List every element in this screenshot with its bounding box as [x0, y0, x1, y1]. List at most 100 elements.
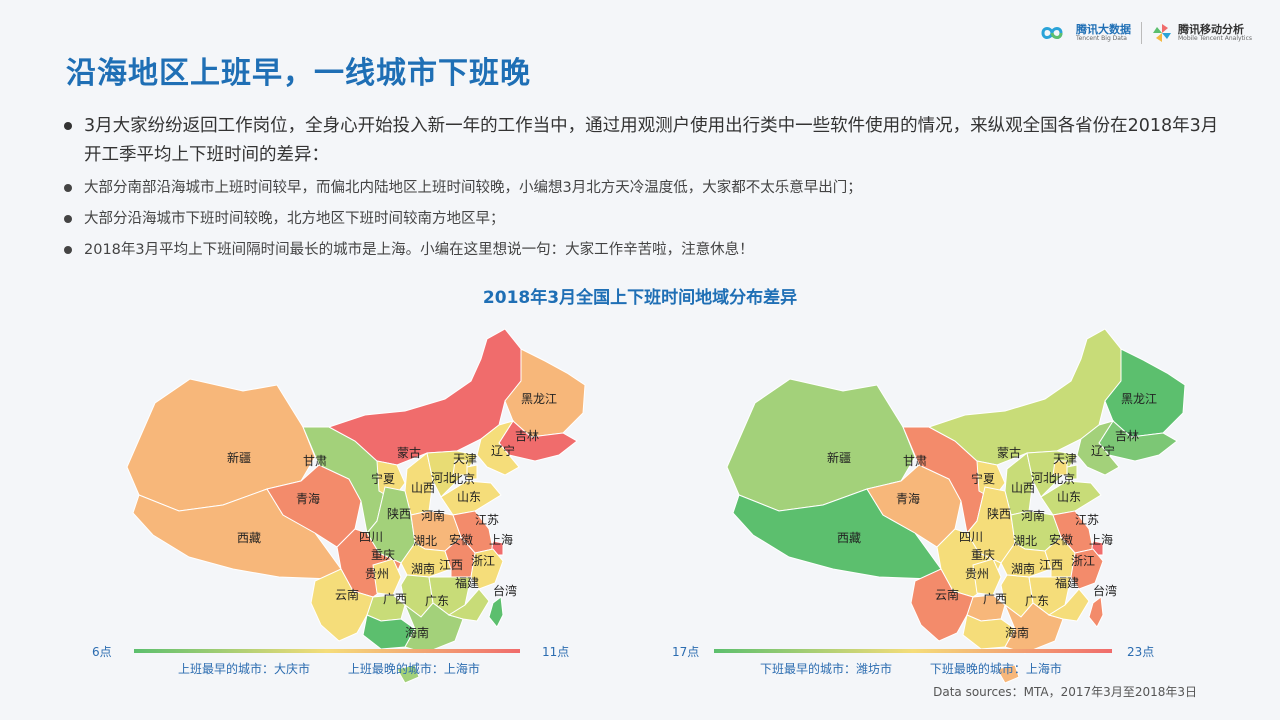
note-latest: 下班最晚的城市：上海市 — [929, 662, 1062, 676]
province-label-shandong: 山东 — [1057, 490, 1081, 504]
province-label-beijing: 北京 — [1051, 472, 1075, 486]
legend-low-label: 6点 — [92, 645, 112, 659]
map-commute-start: 新疆 西藏 青海 甘肃 蒙古 黑龙江 吉林 辽宁 宁夏 山西 河北 北京 天津 山东 陕西 河南 江苏 上海 四川重… — [80, 310, 586, 684]
province-label-beijing: 北京 — [451, 472, 475, 486]
page-title: 沿海地区上班早，一线城市下班晚 — [66, 56, 531, 91]
bullet-item-text: 大部分沿海城市下班时间较晚，北方地区下班时间较南方地区早； — [84, 211, 505, 227]
province-label-jiangxi: 江西 — [1039, 558, 1063, 572]
province-liaoning — [476, 420, 520, 476]
pinwheel-logo-icon — [1152, 24, 1171, 42]
province-label-henan: 河南 — [1021, 508, 1045, 523]
brand1-name: 腾讯大数据 — [1075, 22, 1131, 36]
legend-gradient-bar — [134, 649, 520, 653]
map-commute-end: 新疆 西藏 青海 甘肃 蒙古 黑龙江 吉林 辽宁 宁夏 山西 河北 北京 天津 山东 陕西 河南 江苏 上海 四川重… — [680, 310, 1186, 684]
province-label-hunan: 湖南 — [1011, 561, 1035, 576]
bullet-item: 大部分南部沿海城市上班时间较早，而偏北内陆地区上班时间较晚，小编想3月北方天冷温… — [62, 178, 1222, 198]
province-label-zhejiang: 浙江 — [471, 554, 495, 568]
province-label-yunnan: 云南 — [935, 587, 959, 602]
province-label-chongqing: 重庆 — [371, 548, 395, 562]
province-guangdong — [1003, 602, 1064, 654]
province-hainan — [996, 664, 1020, 684]
province-label-gansu: 甘肃 — [903, 454, 927, 468]
bullet-item-text: 2018年3月平均上下班间隔时间最长的城市是上海。小编在这里想说一句：大家工作辛… — [84, 242, 754, 258]
brand-logos: 腾讯大数据 Tencent Big Data 腾讯移动分析 Mobile Ten… — [1034, 22, 1252, 44]
province-label-anhui: 安徽 — [1049, 532, 1073, 547]
province-yunnan — [310, 568, 374, 642]
province-label-taiwan: 台湾 — [493, 583, 517, 598]
bullet-dot-icon — [64, 184, 72, 192]
province-label-ningxia: 宁夏 — [971, 471, 995, 486]
data-source: Data sources：MTA，2017年3月至2018年3日 — [933, 685, 1197, 699]
chart-title: 2018年3月全国上下班时间地域分布差异 — [482, 288, 798, 308]
province-label-guangxi: 广西 — [983, 592, 1007, 606]
province-label-hebei: 河北 — [1031, 471, 1055, 485]
province-label-anhui: 安徽 — [449, 532, 473, 547]
province-label-liaoning: 辽宁 — [491, 443, 515, 458]
province-label-sichuan: 四川 — [959, 530, 983, 544]
province-yunnan — [910, 568, 974, 642]
legend-notes: 上班最早的城市：大庆市 上班最晚的城市：上海市 — [178, 660, 514, 677]
tencent-big-data-logo: 腾讯大数据 Tencent Big Data — [1034, 23, 1131, 43]
province-label-ningxia: 宁夏 — [371, 471, 395, 486]
province-label-liaoning: 辽宁 — [1091, 443, 1115, 458]
bullet-item: 大部分沿海城市下班时间较晚，北方地区下班时间较南方地区早； — [62, 209, 1222, 229]
province-label-neimenggu: 蒙古 — [997, 445, 1021, 460]
province-taiwan — [1088, 596, 1104, 628]
province-label-jiangxi: 江西 — [439, 558, 463, 572]
province-label-xinjiang: 新疆 — [827, 450, 851, 465]
province-label-guangxi: 广西 — [383, 592, 407, 606]
province-label-hainan: 海南 — [405, 625, 429, 640]
province-label-xizang: 西藏 — [237, 531, 261, 545]
province-label-sichuan: 四川 — [359, 530, 383, 544]
infinity-logo-icon — [1041, 27, 1063, 39]
province-fujian — [447, 588, 490, 622]
province-label-taiwan: 台湾 — [1093, 583, 1117, 598]
province-label-jilin: 吉林 — [1115, 429, 1139, 443]
province-label-shaanxi: 陕西 — [987, 506, 1011, 521]
note-earliest: 上班最早的城市：大庆市 — [178, 662, 311, 676]
legend-gradient-bar — [714, 649, 1112, 653]
province-label-neimenggu: 蒙古 — [397, 445, 421, 460]
tencent-mobile-analytics-logo: 腾讯移动分析 Mobile Tencent Analytics — [1152, 23, 1252, 43]
province-label-hubei: 湖北 — [413, 533, 437, 548]
province-label-fujian: 福建 — [1055, 575, 1079, 590]
legend-high-label: 11点 — [542, 645, 570, 659]
province-label-guizhou: 贵州 — [365, 567, 389, 581]
province-label-shanghai: 上海 — [489, 532, 513, 547]
province-label-qinghai: 青海 — [296, 491, 320, 506]
note-earliest: 下班最早的城市：潍坊市 — [760, 662, 893, 676]
bullet-main: 3月大家纷纷返回工作岗位，全身心开始投入新一年的工作当中，通过用观测户使用出行类… — [62, 112, 1222, 170]
province-label-shaanxi: 陕西 — [387, 506, 411, 521]
province-liaoning — [1076, 420, 1120, 476]
province-hainan — [396, 664, 420, 684]
province-tianjin — [466, 464, 478, 480]
province-label-chongqing: 重庆 — [971, 548, 995, 562]
province-guangdong — [403, 602, 464, 654]
province-label-hunan: 湖南 — [411, 561, 435, 576]
brand1-sub: Tencent Big Data — [1075, 34, 1127, 42]
province-label-hebei: 河北 — [431, 471, 455, 485]
province-chongqing — [372, 558, 402, 596]
province-label-yunnan: 云南 — [335, 587, 359, 602]
province-label-shandong: 山东 — [457, 490, 481, 504]
bullet-item-text: 大部分南部沿海城市上班时间较早，而偏北内陆地区上班时间较晚，小编想3月北方天冷温… — [84, 180, 862, 196]
province-label-guizhou: 贵州 — [965, 567, 989, 581]
province-label-jiangsu: 江苏 — [475, 513, 499, 527]
bullet-dot-icon — [64, 122, 72, 130]
province-chongqing — [972, 558, 1002, 596]
province-label-hainan: 海南 — [1005, 625, 1029, 640]
brand2-name: 腾讯移动分析 — [1177, 22, 1244, 36]
province-label-fujian: 福建 — [455, 575, 479, 590]
province-label-gansu: 甘肃 — [303, 454, 327, 468]
bullet-dot-icon — [64, 215, 72, 223]
province-taiwan — [488, 596, 504, 628]
legend-commute-start: 6点 11点 上班最早的城市：大庆市 上班最晚的城市：上海市 — [88, 644, 578, 676]
province-label-heilongjiang: 黑龙江 — [1121, 392, 1157, 406]
legend-notes: 下班最早的城市：潍坊市 下班最晚的城市：上海市 — [760, 660, 1096, 677]
legend-low-label: 17点 — [672, 645, 700, 659]
province-qinghai — [266, 464, 362, 548]
province-label-heilongjiang: 黑龙江 — [521, 392, 557, 406]
legend-high-label: 23点 — [1127, 645, 1155, 659]
